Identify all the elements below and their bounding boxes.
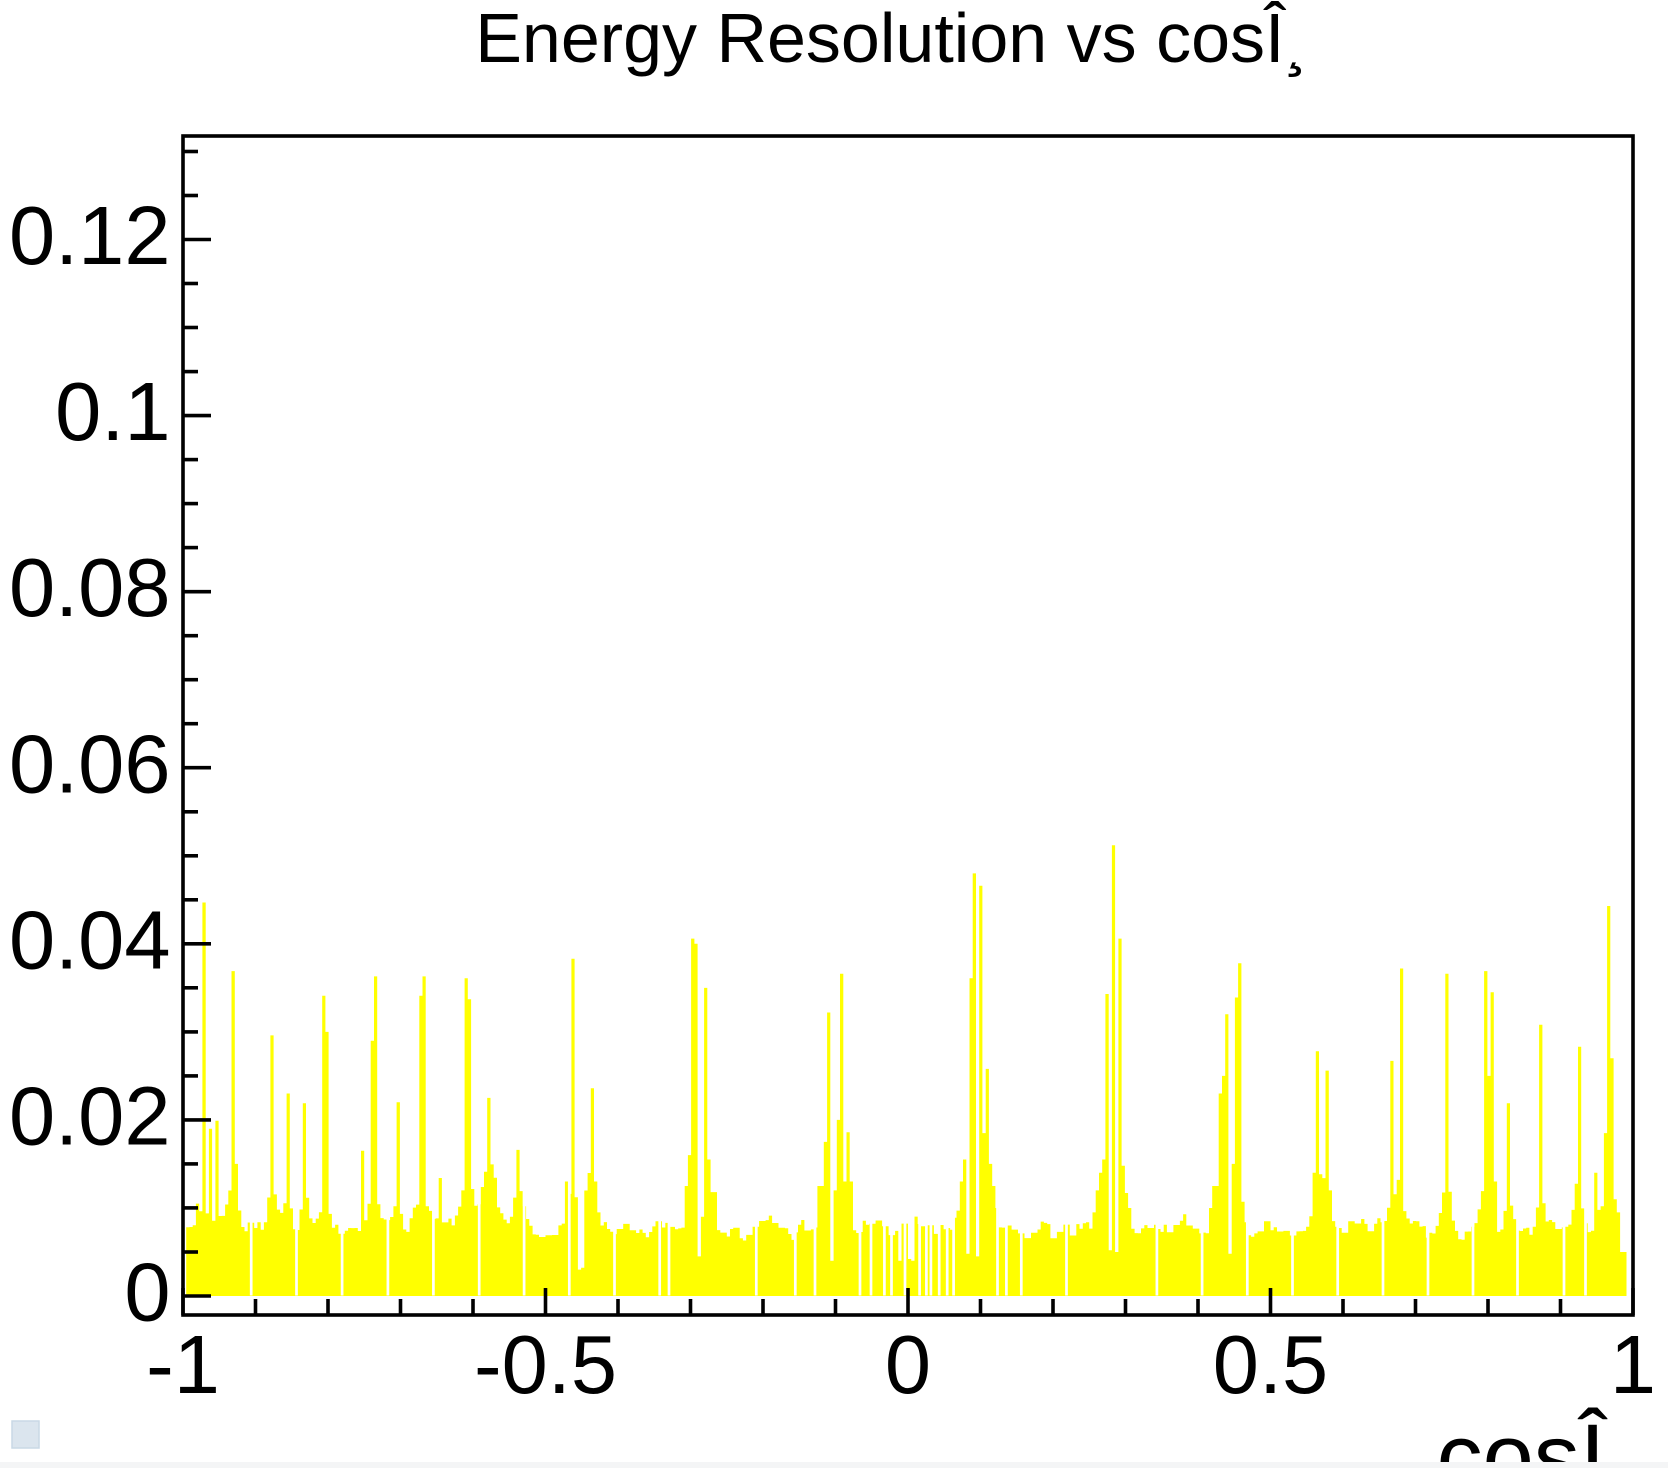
svg-text:0.12: 0.12 [9, 189, 171, 282]
svg-text:0.04: 0.04 [9, 893, 171, 986]
svg-text:0: 0 [885, 1318, 931, 1411]
svg-text:-1: -1 [146, 1318, 220, 1411]
svg-text:cosÎ¸: cosÎ¸ [1437, 1406, 1636, 1468]
svg-text:Energy Resolution vs cosÎ¸: Energy Resolution vs cosÎ¸ [475, 0, 1308, 77]
svg-text:-0.5: -0.5 [474, 1318, 617, 1411]
svg-text:0.1: 0.1 [55, 365, 170, 458]
svg-text:0.08: 0.08 [9, 541, 171, 634]
svg-text:1: 1 [1610, 1318, 1656, 1411]
svg-text:0.02: 0.02 [9, 1069, 171, 1162]
svg-text:0.5: 0.5 [1213, 1318, 1328, 1411]
svg-text:0.06: 0.06 [9, 717, 171, 810]
svg-text:0: 0 [124, 1246, 170, 1339]
